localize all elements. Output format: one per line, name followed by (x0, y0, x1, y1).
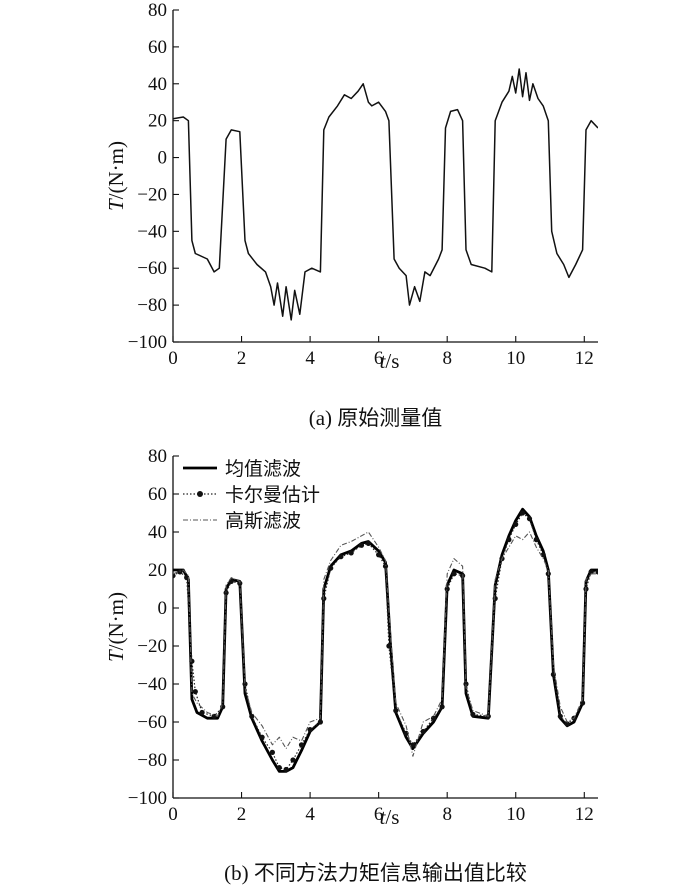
x-tick-label: 8 (442, 348, 452, 369)
series-marker (393, 708, 399, 714)
x-tick-label: 4 (305, 804, 315, 825)
series-marker (382, 563, 389, 569)
series-marker (211, 713, 217, 719)
series-marker (365, 540, 371, 547)
series-marker (338, 554, 344, 560)
y-tick-label: −100 (128, 788, 167, 809)
series-marker (317, 719, 323, 725)
y-tick-label: 60 (148, 484, 167, 505)
series-marker (173, 573, 176, 579)
x-tick-label: 6 (374, 348, 384, 369)
series-line (173, 531, 598, 757)
y-axis-label: T/(N·m) (104, 592, 128, 662)
legend-label: 高斯滤波 (225, 510, 301, 532)
x-axis-label: t/s (380, 349, 400, 373)
figure-caption: (a) 原始测量值 (309, 406, 443, 430)
series-marker (259, 734, 265, 740)
plot-area (173, 68, 598, 321)
y-tick-label: −20 (137, 184, 167, 205)
x-axis-label: t/s (380, 805, 400, 829)
series-marker (177, 569, 183, 575)
series-marker (451, 571, 457, 577)
series-line (173, 68, 598, 321)
y-tick-label: 40 (148, 74, 167, 95)
series-marker (223, 590, 229, 596)
legend-marker (197, 491, 203, 497)
series-marker (189, 658, 195, 664)
x-tick-label: 10 (506, 348, 525, 369)
series-marker (430, 715, 437, 721)
series-marker (403, 730, 409, 737)
y-tick-label: −40 (137, 674, 167, 695)
x-tick-label: 8 (442, 804, 452, 825)
series-marker (470, 711, 476, 718)
chart-b-method-comparison: −100 −80 −60 −40 −20 0 20 40 60 80 0 2 4 6 8 10 12 T/(N·m… (104, 446, 598, 885)
series-marker (439, 704, 445, 710)
x-tick-label: 2 (237, 804, 247, 825)
y-tick-label: 20 (148, 560, 167, 581)
y-tick-label: 80 (148, 0, 167, 21)
series-marker (328, 565, 334, 571)
y-tick-label: 40 (148, 522, 167, 543)
series-marker (588, 569, 594, 575)
series-marker (192, 689, 198, 695)
x-tick-label: 12 (575, 348, 594, 369)
y-tick-label: −80 (137, 295, 167, 316)
y-tick-label: −80 (137, 750, 167, 771)
series-marker (410, 742, 416, 748)
series-marker (580, 700, 586, 706)
x-tick-label: 0 (168, 348, 178, 369)
y-tick-label: 80 (148, 446, 167, 467)
series-marker (533, 537, 539, 543)
series-marker (386, 643, 392, 649)
series-marker (463, 681, 469, 687)
series-marker (595, 569, 598, 575)
y-tick-label: 20 (148, 111, 167, 132)
series-marker (564, 721, 570, 727)
chart-a-raw-measurement: −100 −80 −60 −40 −20 0 20 40 60 80 0 2 4 6 8 10 12 T/(N·m… (104, 0, 598, 430)
series-marker (276, 765, 282, 771)
series-marker (506, 537, 512, 543)
y-tick-label: 60 (148, 37, 167, 58)
x-tick-label: 4 (305, 348, 315, 369)
series-marker (298, 742, 305, 748)
series-marker (376, 552, 382, 558)
series-line (173, 507, 598, 773)
plot-area (173, 507, 598, 773)
figure-caption: (b) 不同方法力矩信息输出值比较 (224, 861, 527, 885)
y-axis-label: T/(N·m) (104, 141, 128, 211)
legend-label: 均值滤波 (225, 458, 301, 480)
series-marker (199, 709, 205, 716)
series-marker (307, 727, 313, 733)
y-tick-label: −100 (128, 332, 167, 353)
series-marker (526, 516, 533, 522)
x-tick-label: 0 (168, 804, 178, 825)
series-marker (242, 681, 248, 687)
y-tick-label: −20 (137, 636, 167, 657)
series-marker (513, 521, 519, 528)
y-tick-label: −60 (137, 712, 167, 733)
y-tick-label: 0 (158, 148, 168, 169)
series-marker (358, 542, 365, 548)
series-marker (444, 586, 450, 592)
series-marker (348, 550, 354, 556)
series-marker (290, 757, 296, 763)
y-tick-label: −60 (137, 258, 167, 279)
series-marker (520, 510, 526, 516)
y-tick-label: 0 (158, 598, 168, 619)
x-tick-label: 2 (237, 348, 247, 369)
x-tick-label: 10 (506, 804, 525, 825)
series-marker (269, 749, 275, 756)
series-marker (420, 728, 426, 735)
series-marker (492, 595, 498, 602)
series-line (173, 512, 598, 771)
x-tick-label: 6 (374, 804, 384, 825)
y-tick-label: −40 (137, 221, 167, 242)
x-tick-label: 12 (575, 804, 594, 825)
legend-label: 卡尔曼估计 (225, 484, 320, 506)
series-marker (283, 766, 289, 773)
series-marker (557, 713, 563, 719)
